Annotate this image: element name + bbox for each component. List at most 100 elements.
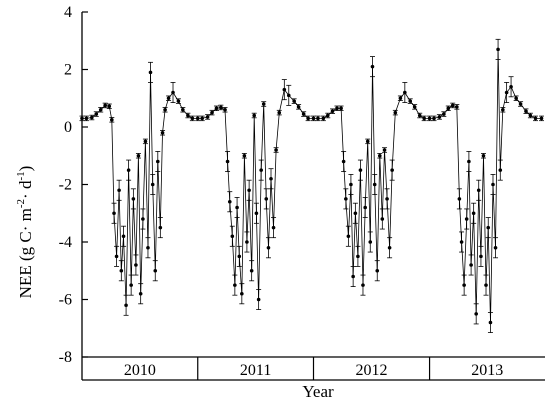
nee-point — [330, 109, 335, 113]
nee-point — [514, 96, 518, 101]
y-tick-label: 0 — [64, 119, 72, 136]
nee-point — [233, 283, 237, 287]
nee-point — [112, 211, 116, 216]
nee-point — [474, 312, 478, 316]
nee-series-line — [82, 49, 542, 323]
nee-point — [296, 105, 301, 109]
nee-point — [325, 113, 330, 118]
nee-point — [479, 254, 483, 259]
nee-point — [292, 99, 296, 103]
nee-point — [138, 291, 143, 296]
nee-point — [274, 148, 278, 152]
nee-point — [471, 211, 476, 216]
nee-point — [417, 113, 422, 118]
nee-point — [533, 116, 538, 121]
nee-point — [227, 199, 232, 204]
nee-point — [518, 102, 523, 106]
nee-point — [344, 197, 348, 201]
nee-point — [103, 103, 107, 108]
nee-point — [271, 225, 276, 230]
nee-point — [459, 240, 464, 244]
nee-point — [249, 268, 254, 273]
nee-point — [356, 254, 360, 259]
nee-point — [390, 168, 394, 172]
nee-point — [387, 245, 392, 250]
nee-point — [126, 168, 131, 172]
nee-point — [351, 274, 355, 279]
x-axis-title: Year — [302, 382, 334, 401]
nee-point — [498, 168, 503, 172]
year-label: 2013 — [471, 362, 503, 379]
nee-point — [214, 106, 219, 111]
nee-point — [155, 159, 160, 164]
nee-point — [114, 254, 119, 259]
nee-point — [341, 159, 346, 164]
nee-point — [121, 234, 126, 239]
nee-point — [90, 115, 94, 120]
y-tick-label: -8 — [59, 349, 72, 366]
nee-point — [219, 105, 223, 110]
nee-point — [501, 107, 505, 112]
nee-point — [94, 112, 99, 116]
nee-point — [496, 47, 500, 52]
nee-point — [528, 113, 533, 118]
nee-point — [166, 96, 171, 101]
y-tick-label: -2 — [59, 177, 72, 194]
nee-point — [437, 115, 442, 119]
nee-point — [481, 153, 486, 158]
nee-point — [422, 116, 426, 121]
year-label: 2011 — [240, 362, 271, 379]
nee-point — [186, 113, 190, 118]
nee-point — [269, 176, 273, 181]
nee-point — [469, 263, 473, 267]
nee-point — [245, 240, 249, 244]
nee-point — [252, 113, 256, 118]
nee-point — [131, 197, 136, 201]
nee-point — [259, 168, 263, 172]
nee-point — [375, 268, 380, 273]
nee-point — [377, 153, 382, 158]
nee-point — [277, 110, 282, 115]
nee-point — [509, 84, 513, 89]
nee-point — [136, 153, 141, 158]
nee-point — [141, 217, 145, 221]
nee-point — [412, 105, 417, 109]
y-tick-label: 2 — [64, 62, 72, 79]
nee-point — [225, 159, 230, 164]
nee-point — [110, 118, 114, 122]
nee-point — [484, 283, 488, 287]
nee-point — [321, 116, 326, 121]
nee-point — [98, 107, 103, 112]
nee-point — [335, 106, 339, 111]
nee-point — [457, 197, 462, 201]
nee-point — [446, 106, 451, 111]
nee-point — [124, 303, 128, 308]
nee-point — [339, 106, 343, 111]
nee-point — [346, 234, 351, 239]
nee-point — [370, 64, 375, 69]
nee-point — [282, 87, 287, 92]
nee-point — [488, 320, 493, 325]
nee-point — [372, 182, 377, 187]
nee-point — [150, 182, 155, 187]
y-tick-label: -4 — [59, 234, 72, 251]
nee-point — [539, 116, 544, 121]
nee-point — [266, 245, 271, 250]
nee-point — [476, 188, 481, 193]
nee-point — [455, 105, 459, 109]
nee-point — [504, 90, 509, 95]
nee-point — [223, 107, 227, 112]
nee-point — [242, 153, 247, 158]
year-label: 2010 — [124, 362, 156, 379]
nee-point — [254, 211, 259, 216]
nee-point — [493, 245, 498, 250]
nee-point — [311, 116, 316, 121]
nee-point — [464, 217, 469, 221]
nee-point — [205, 115, 210, 119]
nee-point — [385, 197, 389, 201]
nee-point — [181, 107, 185, 112]
nee-point — [235, 205, 239, 210]
nee-point — [264, 197, 269, 201]
nee-point — [129, 283, 133, 287]
